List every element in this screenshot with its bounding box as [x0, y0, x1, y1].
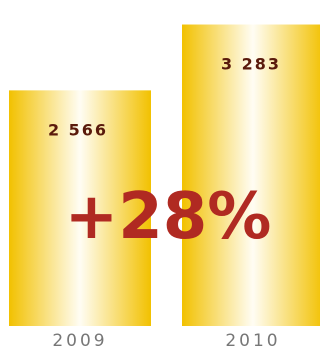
value-labels-group: 2 566 3 283 — [48, 55, 281, 140]
bar-value-label-2009: 2 566 — [48, 120, 108, 139]
x-tick-label-2009: 2009 — [52, 331, 107, 347]
x-tick-label-2010: 2010 — [225, 331, 280, 347]
percent-change-annotation: +28% — [65, 180, 272, 254]
bar-value-label-2010: 3 283 — [221, 55, 281, 74]
category-ticks-group: 2009 2010 — [52, 331, 280, 347]
bars-group — [9, 24, 320, 327]
bar-2009 — [9, 90, 151, 326]
bar-2010 — [182, 24, 320, 327]
